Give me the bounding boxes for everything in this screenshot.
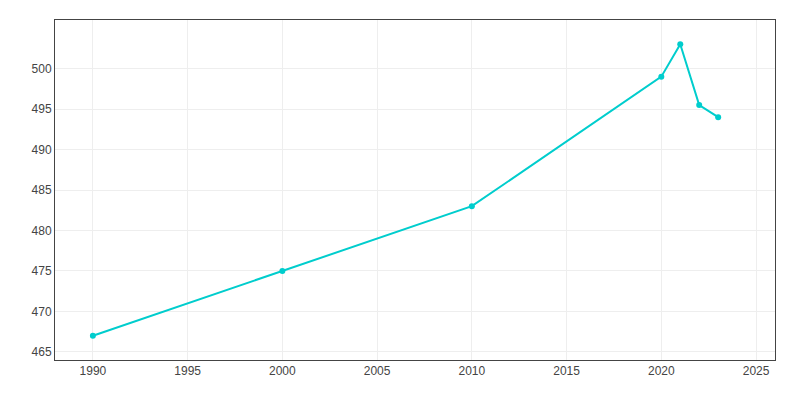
svg-text:1995: 1995 — [174, 364, 201, 378]
svg-text:470: 470 — [32, 305, 52, 319]
svg-text:2020: 2020 — [648, 364, 675, 378]
svg-text:485: 485 — [32, 183, 52, 197]
svg-text:2015: 2015 — [553, 364, 580, 378]
svg-text:500: 500 — [32, 62, 52, 76]
svg-text:2000: 2000 — [269, 364, 296, 378]
svg-text:2025: 2025 — [743, 364, 770, 378]
svg-text:495: 495 — [32, 102, 52, 116]
svg-text:480: 480 — [32, 224, 52, 238]
svg-text:475: 475 — [32, 264, 52, 278]
svg-text:2010: 2010 — [458, 364, 485, 378]
svg-text:2005: 2005 — [364, 364, 391, 378]
svg-text:465: 465 — [32, 345, 52, 359]
svg-text:490: 490 — [32, 143, 52, 157]
svg-text:1990: 1990 — [80, 364, 107, 378]
